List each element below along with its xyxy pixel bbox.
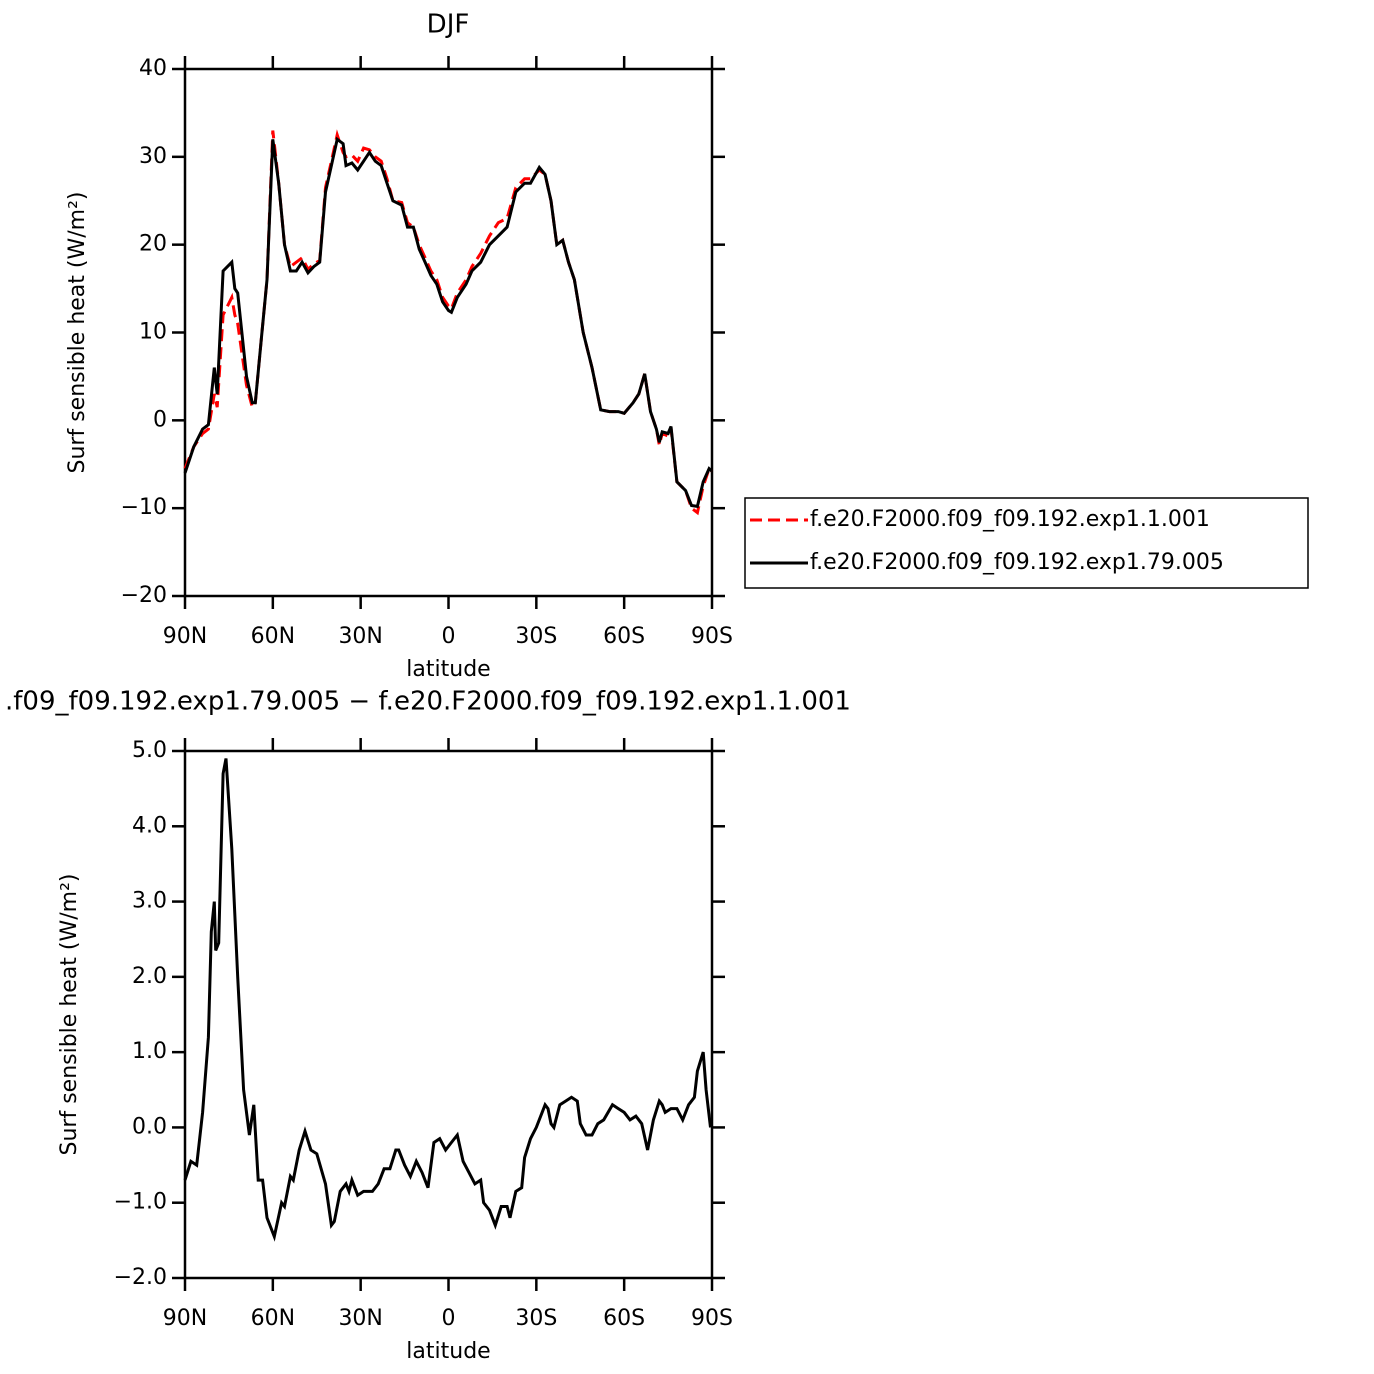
data-line (183, 758, 712, 1242)
x-tick-label: 90N (163, 624, 207, 649)
x-tick-label: 60N (251, 624, 295, 649)
legend-label: f.e20.F2000.f09_f09.192.exp1.1.001 (810, 507, 1210, 532)
x-tick-label: 30S (515, 624, 557, 649)
x-tick-label: 60S (603, 1306, 645, 1331)
x-tick-label: 30S (515, 1306, 557, 1331)
x-tick-label: 30N (338, 624, 382, 649)
x-tick-label: 90S (691, 1306, 733, 1331)
x-tick-label: 60N (251, 1306, 295, 1331)
plot-frame (183, 67, 714, 598)
x-tick-label: 0 (442, 1306, 456, 1331)
y-axis-label: Surf sensible heat (W/m²) (65, 192, 90, 474)
y-tick-label: 4.0 (132, 813, 167, 838)
y-tick-label: 30 (139, 144, 167, 169)
y-tick-label: −1.0 (114, 1190, 167, 1215)
y-tick-label: −2.0 (114, 1265, 167, 1290)
y-tick-label: 20 (139, 232, 167, 257)
y-axis-label: Surf sensible heat (W/m²) (57, 874, 82, 1156)
legend-box (744, 497, 1309, 589)
x-tick-label: 60S (603, 624, 645, 649)
data-line (183, 136, 714, 509)
y-tick-label: −20 (121, 583, 167, 608)
x-tick-label: 90N (163, 1306, 207, 1331)
y-tick-label: 0 (153, 407, 167, 432)
y-tick-label: 1.0 (132, 1039, 167, 1064)
y-tick-label: 5.0 (132, 738, 167, 763)
x-tick-label: 90S (691, 624, 733, 649)
legend-label: f.e20.F2000.f09_f09.192.exp1.79.005 (810, 550, 1224, 575)
x-tick-label: 30N (338, 1306, 382, 1331)
x-axis-label: latitude (406, 657, 490, 682)
y-tick-label: −10 (121, 495, 167, 520)
x-tick-label: 0 (442, 624, 456, 649)
plot-frame (183, 749, 714, 1280)
y-tick-label: 40 (139, 56, 167, 81)
y-tick-label: 2.0 (132, 964, 167, 989)
y-tick-label: 3.0 (132, 889, 167, 914)
y-tick-label: 10 (139, 320, 167, 345)
x-axis-label: latitude (406, 1339, 490, 1364)
chart-title: .f09_f09.192.exp1.79.005 − f.e20.F2000.f… (5, 687, 851, 717)
chart-title: DJF (427, 10, 470, 40)
y-tick-label: 0.0 (132, 1114, 167, 1139)
